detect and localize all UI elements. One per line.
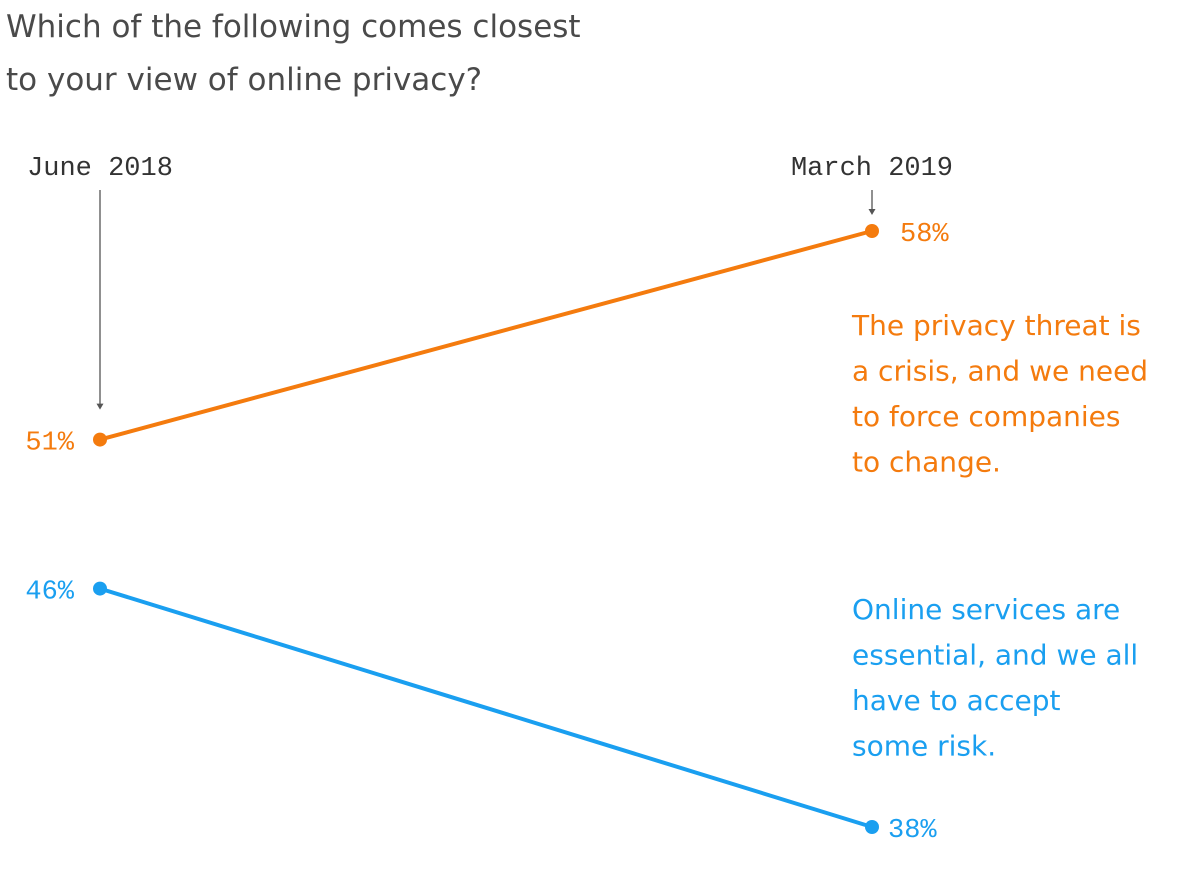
x-label-end: March 2019: [791, 154, 953, 184]
series-2: 46% 38% Online services are essential, and …: [25, 578, 1138, 846]
series-line: [98, 229, 874, 442]
series-1: 51% 58% The privacy threat is a crisis, and…: [25, 220, 1148, 479]
title-line-2: to your view of online privacy?: [6, 62, 482, 98]
x-label-start: June 2018: [27, 154, 173, 184]
point-start: [93, 581, 107, 596]
point-start: [93, 432, 107, 447]
series-label-line: a crisis, and we need: [852, 355, 1148, 388]
series-label-line: The privacy threat is: [851, 309, 1141, 342]
chart-title: Which of the following comes closest to …: [6, 9, 581, 98]
value-label-start: 46%: [25, 578, 74, 608]
arrow-end: [868, 190, 876, 215]
point-end: [865, 820, 879, 834]
series-label-line: some risk.: [852, 730, 996, 763]
x-axis: June 2018 March 2019: [27, 154, 953, 410]
title-line-1: Which of the following comes closest: [6, 9, 581, 45]
value-label-end: 58%: [900, 220, 949, 250]
value-label-end: 38%: [888, 816, 937, 846]
series-layer: 51% 58% The privacy threat is a crisis, and…: [25, 220, 1148, 846]
point-end: [865, 224, 879, 238]
value-label-start: 51%: [25, 429, 74, 459]
series-label: Online services are essential, and we all…: [852, 593, 1138, 763]
series-label-line: to change.: [852, 446, 1001, 479]
series-label-line: Online services are: [852, 593, 1120, 626]
arrow-start: [96, 190, 104, 410]
series-label-line: to force companies: [852, 400, 1121, 433]
series-label-line: essential, and we all: [852, 639, 1138, 672]
series-line: [98, 586, 874, 829]
series-label-line: have to accept: [852, 684, 1061, 717]
series-label: The privacy threat is a crisis, and we ne…: [851, 309, 1148, 479]
